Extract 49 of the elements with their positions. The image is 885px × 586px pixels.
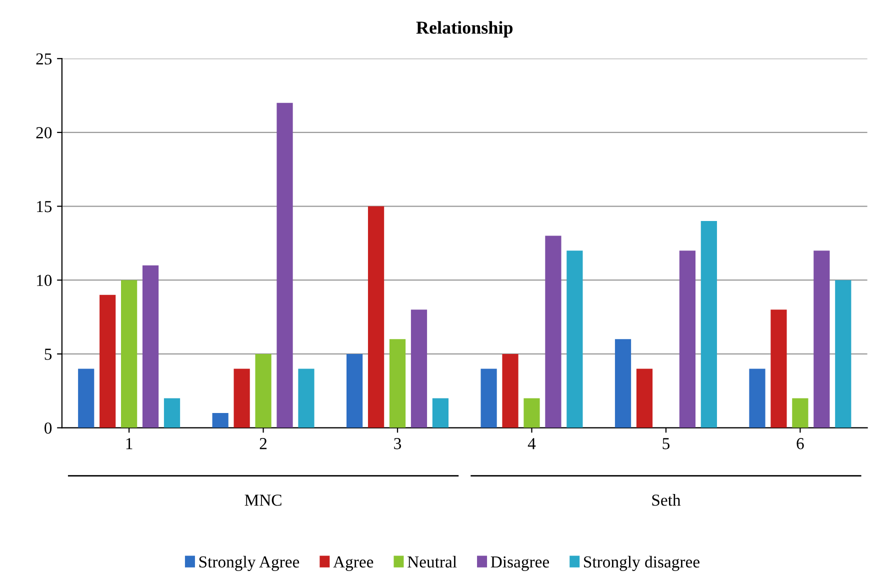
x-tick-label: 3 <box>394 438 402 450</box>
bar <box>679 250 696 428</box>
legend-label: Strongly disagree <box>584 556 700 571</box>
y-tick-label: 10 <box>37 274 52 286</box>
bar <box>835 280 852 428</box>
y-tick-label: 25 <box>36 53 52 65</box>
chart-title: Relationship <box>416 21 513 38</box>
bar <box>614 339 632 428</box>
bar <box>121 280 138 428</box>
bar <box>368 206 384 428</box>
x-tick-label: 6 <box>796 438 804 450</box>
y-tick-label: 0 <box>44 422 52 434</box>
text: Seth <box>652 494 681 506</box>
bar <box>298 368 314 428</box>
bar <box>142 265 159 428</box>
bar <box>749 368 766 428</box>
bar <box>770 310 787 428</box>
text: MNC <box>244 494 282 506</box>
x-tick-label: 2 <box>260 438 267 450</box>
bar <box>432 398 449 428</box>
bar <box>389 339 406 428</box>
bar <box>636 368 653 428</box>
bar <box>276 102 293 428</box>
bar <box>346 354 363 428</box>
y-tick-label: 15 <box>37 201 52 212</box>
bar <box>212 413 228 428</box>
y-tick-label: 5 <box>44 348 52 360</box>
bar <box>78 368 94 428</box>
x-tick-label: 4 <box>528 438 536 450</box>
bar <box>255 354 272 428</box>
bar <box>502 354 518 428</box>
x-tick-label: 5 <box>662 438 670 450</box>
bar <box>814 250 830 428</box>
legend-label: Neutral <box>408 556 457 568</box>
bar <box>524 398 540 428</box>
legend-label: Strongly Agree <box>199 556 300 571</box>
bar <box>100 294 116 428</box>
bar <box>164 398 180 428</box>
bar <box>410 310 428 428</box>
legend-label: Disagree <box>490 556 550 571</box>
bar <box>566 250 583 428</box>
bar <box>792 398 808 428</box>
legend-label: Agree <box>333 556 374 571</box>
x-tick-label: 1 <box>126 438 132 450</box>
bar <box>480 368 497 428</box>
bar <box>234 368 250 428</box>
bar <box>545 236 562 428</box>
bar <box>700 221 717 428</box>
y-tick-label: 20 <box>36 127 52 138</box>
